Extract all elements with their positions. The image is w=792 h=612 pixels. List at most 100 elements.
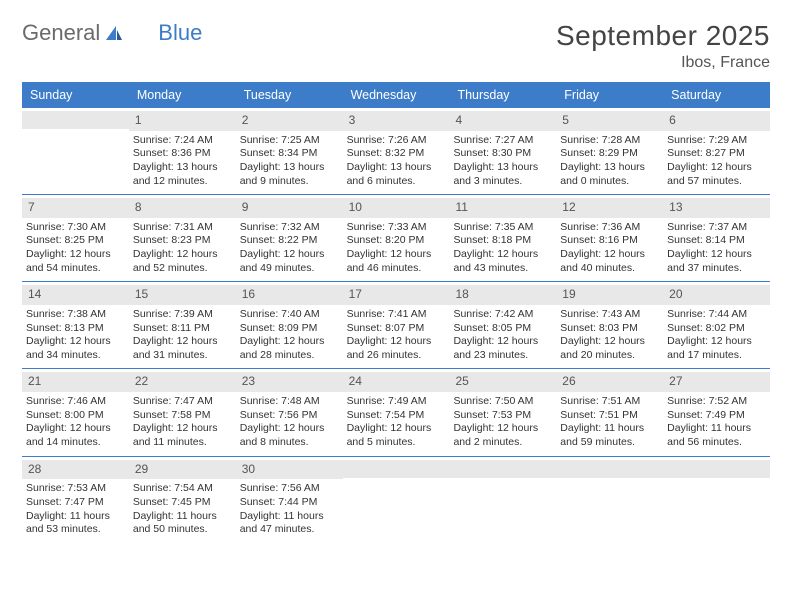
logo-word2: Blue — [158, 20, 202, 46]
day-number: 10 — [343, 198, 450, 218]
sunset-text: Sunset: 8:09 PM — [240, 322, 339, 336]
day-number: 6 — [663, 111, 770, 131]
calendar-cell: 26Sunrise: 7:51 AMSunset: 7:51 PMDayligh… — [556, 369, 663, 455]
day-number: 26 — [556, 372, 663, 392]
day-header: Wednesday — [343, 82, 450, 108]
daylight-text: Daylight: 12 hours and 40 minutes. — [560, 248, 659, 275]
day-number: 29 — [129, 460, 236, 480]
daylight-text: Daylight: 11 hours and 59 minutes. — [560, 422, 659, 449]
day-number: 5 — [556, 111, 663, 131]
daylight-text: Daylight: 11 hours and 50 minutes. — [133, 510, 232, 537]
sunset-text: Sunset: 8:23 PM — [133, 234, 232, 248]
calendar-cell: 29Sunrise: 7:54 AMSunset: 7:45 PMDayligh… — [129, 457, 236, 543]
logo: General Blue — [22, 20, 202, 46]
day-number: 17 — [343, 285, 450, 305]
sunrise-text: Sunrise: 7:26 AM — [347, 134, 446, 148]
day-number: 15 — [129, 285, 236, 305]
daylight-text: Daylight: 12 hours and 11 minutes. — [133, 422, 232, 449]
calendar-week: 1Sunrise: 7:24 AMSunset: 8:36 PMDaylight… — [22, 108, 770, 195]
day-header: Friday — [556, 82, 663, 108]
calendar-cell: 24Sunrise: 7:49 AMSunset: 7:54 PMDayligh… — [343, 369, 450, 455]
sunset-text: Sunset: 8:32 PM — [347, 147, 446, 161]
sunrise-text: Sunrise: 7:53 AM — [26, 482, 125, 496]
calendar-week: 14Sunrise: 7:38 AMSunset: 8:13 PMDayligh… — [22, 282, 770, 369]
daylight-text: Daylight: 12 hours and 26 minutes. — [347, 335, 446, 362]
daylight-text: Daylight: 13 hours and 12 minutes. — [133, 161, 232, 188]
daylight-text: Daylight: 12 hours and 46 minutes. — [347, 248, 446, 275]
calendar-cell: 10Sunrise: 7:33 AMSunset: 8:20 PMDayligh… — [343, 195, 450, 281]
calendar-cell: 4Sunrise: 7:27 AMSunset: 8:30 PMDaylight… — [449, 108, 556, 194]
daylight-text: Daylight: 12 hours and 52 minutes. — [133, 248, 232, 275]
daylight-text: Daylight: 12 hours and 28 minutes. — [240, 335, 339, 362]
sunset-text: Sunset: 8:07 PM — [347, 322, 446, 336]
sunset-text: Sunset: 8:11 PM — [133, 322, 232, 336]
daylight-text: Daylight: 11 hours and 47 minutes. — [240, 510, 339, 537]
sunset-text: Sunset: 8:02 PM — [667, 322, 766, 336]
sunset-text: Sunset: 8:25 PM — [26, 234, 125, 248]
daylight-text: Daylight: 13 hours and 3 minutes. — [453, 161, 552, 188]
daylight-text: Daylight: 12 hours and 17 minutes. — [667, 335, 766, 362]
day-number — [449, 460, 556, 478]
title-block: September 2025 Ibos, France — [556, 20, 770, 72]
sunrise-text: Sunrise: 7:51 AM — [560, 395, 659, 409]
calendar-cell: 20Sunrise: 7:44 AMSunset: 8:02 PMDayligh… — [663, 282, 770, 368]
sunset-text: Sunset: 7:56 PM — [240, 409, 339, 423]
sunset-text: Sunset: 7:44 PM — [240, 496, 339, 510]
sunrise-text: Sunrise: 7:29 AM — [667, 134, 766, 148]
day-number: 25 — [449, 372, 556, 392]
calendar-cell: 14Sunrise: 7:38 AMSunset: 8:13 PMDayligh… — [22, 282, 129, 368]
day-number: 3 — [343, 111, 450, 131]
sunset-text: Sunset: 7:54 PM — [347, 409, 446, 423]
calendar-cell: 15Sunrise: 7:39 AMSunset: 8:11 PMDayligh… — [129, 282, 236, 368]
sunset-text: Sunset: 7:49 PM — [667, 409, 766, 423]
sunrise-text: Sunrise: 7:40 AM — [240, 308, 339, 322]
calendar-cell: 2Sunrise: 7:25 AMSunset: 8:34 PMDaylight… — [236, 108, 343, 194]
sunrise-text: Sunrise: 7:27 AM — [453, 134, 552, 148]
sunrise-text: Sunrise: 7:44 AM — [667, 308, 766, 322]
daylight-text: Daylight: 12 hours and 31 minutes. — [133, 335, 232, 362]
daylight-text: Daylight: 12 hours and 37 minutes. — [667, 248, 766, 275]
sunset-text: Sunset: 8:34 PM — [240, 147, 339, 161]
day-header: Thursday — [449, 82, 556, 108]
calendar-cell: 16Sunrise: 7:40 AMSunset: 8:09 PMDayligh… — [236, 282, 343, 368]
day-number: 24 — [343, 372, 450, 392]
calendar-cell: 25Sunrise: 7:50 AMSunset: 7:53 PMDayligh… — [449, 369, 556, 455]
daylight-text: Daylight: 11 hours and 56 minutes. — [667, 422, 766, 449]
day-number — [556, 460, 663, 478]
day-number: 28 — [22, 460, 129, 480]
day-header: Monday — [129, 82, 236, 108]
calendar-body: 1Sunrise: 7:24 AMSunset: 8:36 PMDaylight… — [22, 108, 770, 543]
calendar-cell: 22Sunrise: 7:47 AMSunset: 7:58 PMDayligh… — [129, 369, 236, 455]
calendar-header-row: Sunday Monday Tuesday Wednesday Thursday… — [22, 82, 770, 108]
calendar-cell — [663, 457, 770, 543]
daylight-text: Daylight: 11 hours and 53 minutes. — [26, 510, 125, 537]
day-number: 18 — [449, 285, 556, 305]
sunset-text: Sunset: 8:27 PM — [667, 147, 766, 161]
calendar-week: 21Sunrise: 7:46 AMSunset: 8:00 PMDayligh… — [22, 369, 770, 456]
calendar-cell: 18Sunrise: 7:42 AMSunset: 8:05 PMDayligh… — [449, 282, 556, 368]
sunrise-text: Sunrise: 7:46 AM — [26, 395, 125, 409]
daylight-text: Daylight: 13 hours and 6 minutes. — [347, 161, 446, 188]
sunrise-text: Sunrise: 7:56 AM — [240, 482, 339, 496]
calendar-cell: 13Sunrise: 7:37 AMSunset: 8:14 PMDayligh… — [663, 195, 770, 281]
daylight-text: Daylight: 12 hours and 34 minutes. — [26, 335, 125, 362]
sunrise-text: Sunrise: 7:37 AM — [667, 221, 766, 235]
calendar-cell: 19Sunrise: 7:43 AMSunset: 8:03 PMDayligh… — [556, 282, 663, 368]
daylight-text: Daylight: 12 hours and 43 minutes. — [453, 248, 552, 275]
logo-sail-icon — [104, 24, 124, 42]
calendar-cell: 11Sunrise: 7:35 AMSunset: 8:18 PMDayligh… — [449, 195, 556, 281]
calendar-cell — [343, 457, 450, 543]
calendar-cell — [556, 457, 663, 543]
sunrise-text: Sunrise: 7:30 AM — [26, 221, 125, 235]
sunrise-text: Sunrise: 7:52 AM — [667, 395, 766, 409]
sunrise-text: Sunrise: 7:41 AM — [347, 308, 446, 322]
day-number: 22 — [129, 372, 236, 392]
page-header: General Blue September 2025 Ibos, France — [22, 20, 770, 72]
day-number: 19 — [556, 285, 663, 305]
day-header: Sunday — [22, 82, 129, 108]
sunrise-text: Sunrise: 7:43 AM — [560, 308, 659, 322]
day-number: 30 — [236, 460, 343, 480]
day-number: 27 — [663, 372, 770, 392]
sunset-text: Sunset: 7:58 PM — [133, 409, 232, 423]
calendar-cell: 21Sunrise: 7:46 AMSunset: 8:00 PMDayligh… — [22, 369, 129, 455]
